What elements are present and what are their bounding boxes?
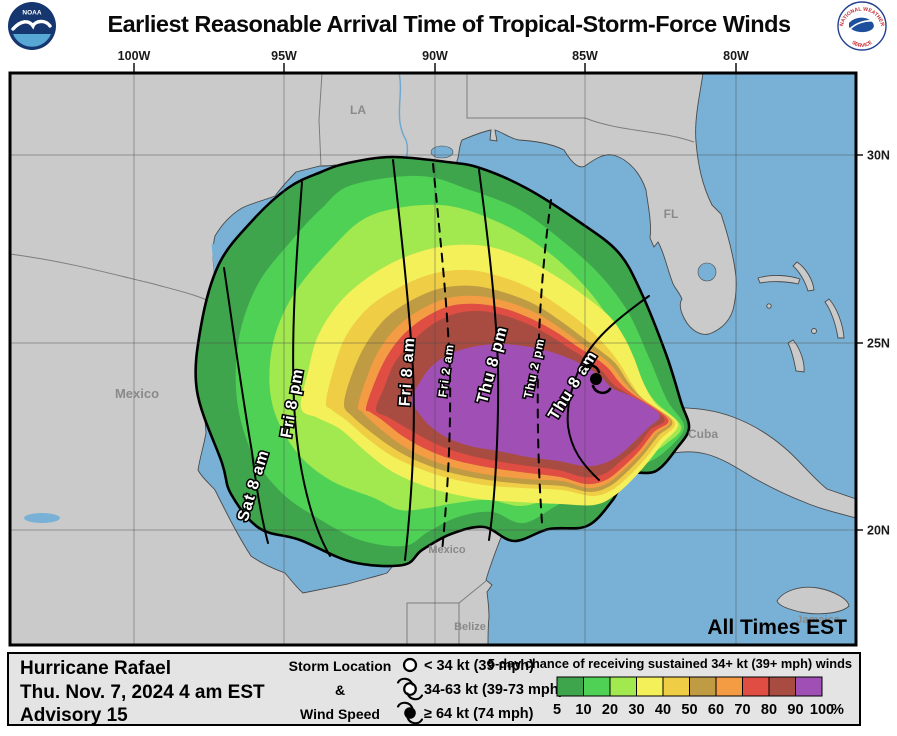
contour-thu-2pm xyxy=(536,199,552,524)
place-label-belize: Belize xyxy=(454,621,486,633)
scale-swatches xyxy=(556,676,823,697)
advisory-number: Advisory 15 xyxy=(20,705,128,726)
place-label-cuba: Cuba xyxy=(688,427,718,441)
scale-tick-label: 90 xyxy=(787,702,803,718)
nws-logo: NATIONAL WEATHER SERVICE xyxy=(837,1,887,51)
noaa-gull-icon xyxy=(11,19,52,31)
storm-info: Hurricane Rafael Thu. Nov. 7, 2024 4 am … xyxy=(20,658,265,726)
mexican-lake xyxy=(24,513,60,523)
scale-tick-label: 30 xyxy=(628,702,644,718)
scale-swatch-40 xyxy=(662,676,690,697)
place-label-la: LA xyxy=(350,103,366,117)
legend: Hurricane Rafael Thu. Nov. 7, 2024 4 am … xyxy=(7,652,861,726)
scale-tick-labels: 5 10 20 30 40 50 60 70 80 90 100 xyxy=(553,702,834,718)
borders xyxy=(10,73,695,645)
contour-sat-8am xyxy=(223,267,269,544)
place-label-mexico: Mexico xyxy=(115,386,159,401)
scale-title: 5-day chance of receiving sustained 34+ … xyxy=(488,656,852,671)
lat-tick-label: 25N xyxy=(867,337,890,351)
map-frame xyxy=(8,71,858,647)
lake-okeechobee xyxy=(697,262,717,282)
contour-fri-8pm xyxy=(292,181,331,557)
scale-unit: % xyxy=(831,702,844,718)
scale-swatch-5 xyxy=(556,676,584,697)
scale-tick-label: 5 xyxy=(553,702,561,718)
land-bahamas xyxy=(757,261,845,373)
lon-tick-label: 90W xyxy=(422,49,448,63)
scale-swatch-20 xyxy=(609,676,637,697)
lat-tick-label: 30N xyxy=(867,149,890,163)
scale-swatch-90 xyxy=(795,676,823,697)
symbol-legend-title-2: & xyxy=(335,682,345,698)
symbol-label-2: 34-63 kt (39-73 mph) xyxy=(424,682,564,698)
lat-tick-label: 20N xyxy=(867,524,890,538)
advisory-datetime: Thu. Nov. 7, 2024 4 am EST xyxy=(20,682,265,703)
place-label-fl: FL xyxy=(664,207,679,221)
lon-tick-label: 95W xyxy=(271,49,297,63)
scale-tick-label: 70 xyxy=(734,702,750,718)
contour-thu-8am xyxy=(566,295,650,481)
header: NOAA Earliest Reasonable Arrival Time of… xyxy=(8,1,887,51)
noaa-logo-text: NOAA xyxy=(22,10,41,17)
symbol-legend-title-1: Storm Location xyxy=(289,658,392,674)
symbol-legend: Storm Location & Wind Speed < 34 kt (39 … xyxy=(289,657,564,725)
place-labels: LA FL Mexico Mexico Belize Cuba Jamaica xyxy=(115,103,841,633)
longitude-axis: 100W 95W 90W 85W 80W xyxy=(118,49,749,73)
scale-tick-label: 20 xyxy=(602,702,618,718)
place-label-jamaica: Jamaica xyxy=(796,614,840,626)
lake-pontchartrain xyxy=(430,145,454,159)
contour-fri-2am xyxy=(432,163,452,553)
hurricane-legend-icon xyxy=(396,701,424,725)
scale-tick-label: 40 xyxy=(655,702,671,718)
symbol-label-3: ≥ 64 kt (74 mph) xyxy=(424,706,534,722)
tropical-storm-icon xyxy=(396,677,424,701)
lon-tick-label: 80W xyxy=(723,49,749,63)
disturbance-icon xyxy=(402,657,418,673)
scale-tick-label: 10 xyxy=(575,702,591,718)
all-times-note: All Times EST xyxy=(707,616,847,639)
contour-thu-8pm xyxy=(478,169,500,541)
nws-gull-icon xyxy=(849,20,874,30)
noaa-logo-sea xyxy=(13,34,51,47)
scale-swatch-30 xyxy=(636,676,664,697)
land-jamaica xyxy=(776,586,850,615)
noaa-logo: NOAA xyxy=(8,2,56,50)
scale-tick-label: 80 xyxy=(761,702,777,718)
hurricane-icon xyxy=(580,363,612,395)
contour-fri-8am xyxy=(392,159,415,561)
scale-swatch-10 xyxy=(583,676,611,697)
scale-tick-label: 100 xyxy=(810,702,834,718)
scale-swatch-50 xyxy=(689,676,717,697)
storm-name: Hurricane Rafael xyxy=(20,658,171,679)
lon-tick-label: 85W xyxy=(572,49,598,63)
symbol-legend-title-3: Wind Speed xyxy=(300,706,380,722)
scale-swatch-60 xyxy=(715,676,743,697)
scale-tick-label: 50 xyxy=(681,702,697,718)
lon-tick-label: 100W xyxy=(118,49,151,63)
wind-probability-rings xyxy=(194,155,691,568)
scale-tick-label: 60 xyxy=(708,702,724,718)
symbol-label-1: < 34 kt (39 mph) xyxy=(424,658,534,674)
place-label-mexico: Mexico xyxy=(428,544,466,556)
nws-logo-text-bottom: SERVICE xyxy=(850,39,874,49)
scale-swatch-70 xyxy=(742,676,770,697)
scale-swatch-80 xyxy=(768,676,796,697)
arrival-time-contours xyxy=(223,159,650,561)
latitude-axis: 30N 25N 20N xyxy=(856,149,890,538)
probability-scale: 5-day chance of receiving sustained 34+ … xyxy=(488,656,852,718)
page-title: Earliest Reasonable Arrival Time of Trop… xyxy=(107,11,791,37)
gridlines xyxy=(10,73,856,645)
